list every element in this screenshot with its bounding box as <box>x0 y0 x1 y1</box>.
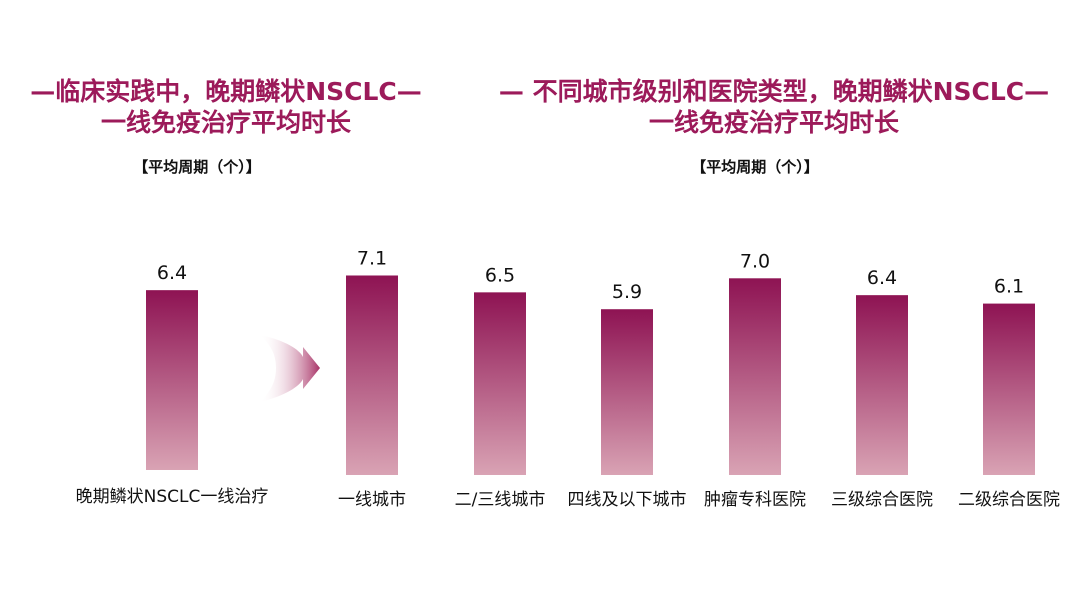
right-title-line2: 一线免疫治疗平均时长 <box>648 108 899 137</box>
bar-1-0 <box>346 275 398 475</box>
left-chart-title: —临床实践中，晚期鳞状NSCLC— 一线免疫治疗平均时长 <box>0 76 452 138</box>
bar-value-label: 5.9 <box>612 281 642 303</box>
bar-1-4 <box>856 295 908 475</box>
bar-value-label: 6.4 <box>157 262 187 284</box>
bar-value-label: 6.4 <box>867 267 897 289</box>
transition-arrow-icon <box>260 335 320 402</box>
category-label: 四线及以下城市 <box>568 490 687 510</box>
category-label: 肿瘤专科医院 <box>704 490 806 510</box>
category-label: 一线城市 <box>338 490 406 510</box>
bar-0-0 <box>146 290 198 470</box>
bar-1-5 <box>983 303 1035 475</box>
bar-value-label: 6.5 <box>485 264 515 286</box>
category-label: 二/三线城市 <box>455 490 546 510</box>
right-chart-title: — 不同城市级别和医院类型，晚期鳞状NSCLC— 一线免疫治疗平均时长 <box>468 76 1080 138</box>
bar-value-label: 6.1 <box>994 276 1024 298</box>
bar-value-label: 7.0 <box>740 250 770 272</box>
left-title-line2: 一线免疫治疗平均时长 <box>100 108 351 137</box>
right-chart-subtitle: 【平均周期（个）】 <box>691 158 819 176</box>
bar-value-label: 7.1 <box>357 247 387 269</box>
bar-1-1 <box>474 292 526 475</box>
category-label: 晚期鳞状NSCLC一线治疗 <box>76 487 269 507</box>
category-label: 三级综合医院 <box>831 490 933 510</box>
category-label: 二级综合医院 <box>958 490 1060 510</box>
left-chart-subtitle: 【平均周期（个）】 <box>133 158 261 176</box>
left-title-line1: —临床实践中，晚期鳞状NSCLC— <box>30 77 422 106</box>
bar-1-3 <box>729 278 781 475</box>
bar-1-2 <box>601 309 653 475</box>
right-title-line1: — 不同城市级别和医院类型，晚期鳞状NSCLC— <box>498 77 1050 106</box>
